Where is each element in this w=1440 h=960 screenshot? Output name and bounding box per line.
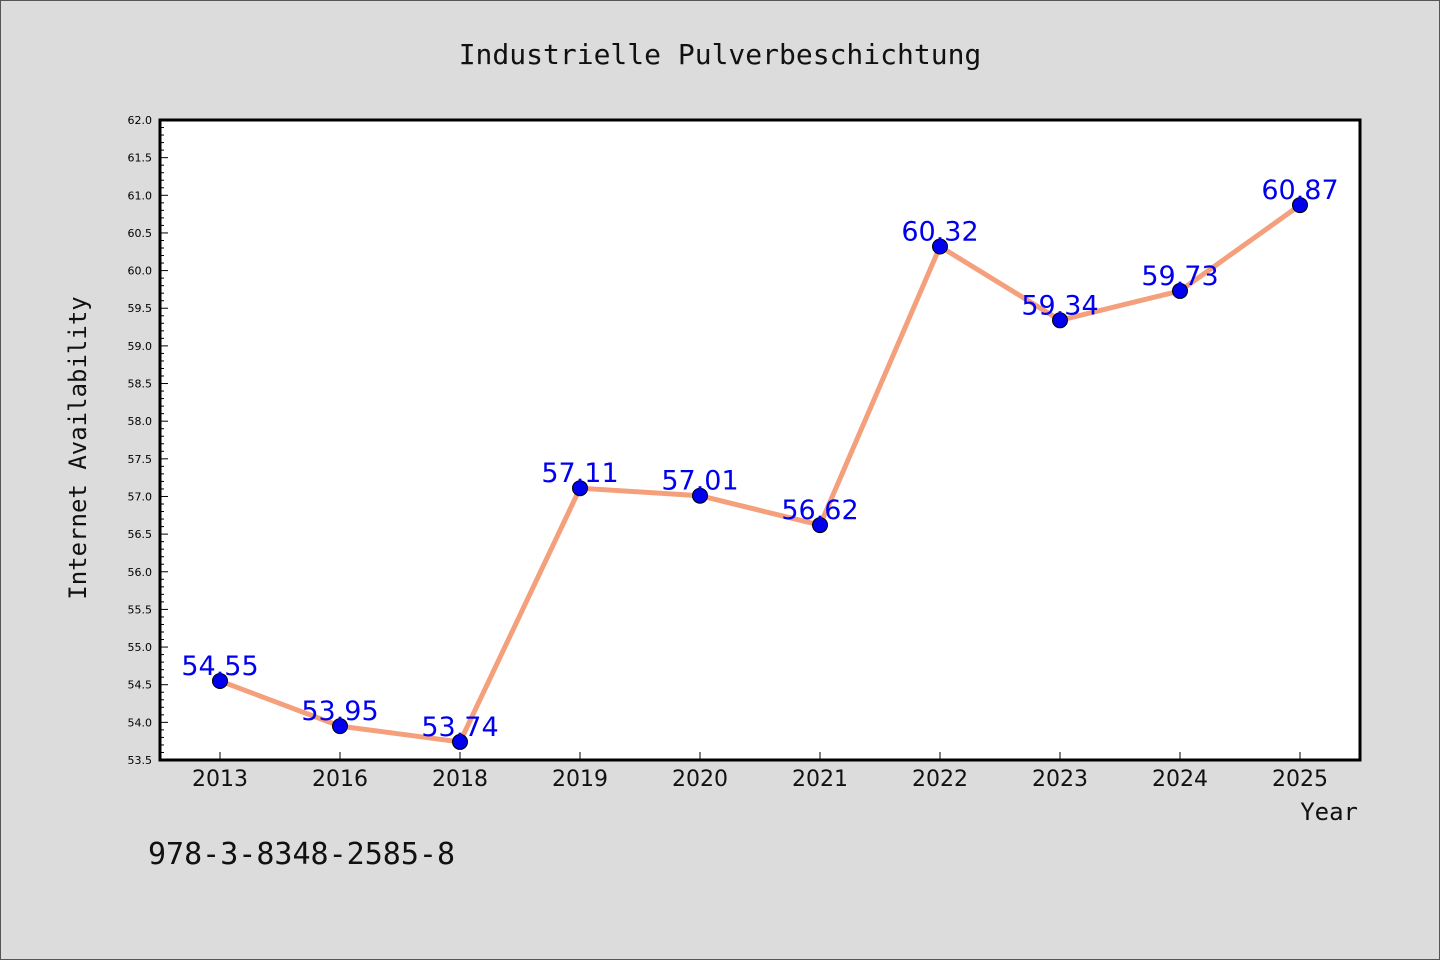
data-label: 59.73 xyxy=(1141,261,1218,292)
data-point xyxy=(812,517,828,534)
data-label: 57.01 xyxy=(661,466,738,497)
data-label: 60.87 xyxy=(1261,175,1338,206)
series-line xyxy=(219,203,1302,745)
chart-title: Industrielle Pulverbeschichtung xyxy=(459,38,982,71)
x-tick-label: 2023 xyxy=(1032,767,1088,792)
data-label: 60.32 xyxy=(901,216,978,247)
y-tick-label: 56.5 xyxy=(128,528,153,541)
x-axis-label: Year xyxy=(1300,798,1358,826)
y-axis-label: Internet Availability xyxy=(64,296,92,599)
y-tick-label: 58.5 xyxy=(128,378,153,391)
y-tick-label: 60.5 xyxy=(128,227,153,240)
plot-area xyxy=(160,120,1360,760)
y-tick-label: 62.0 xyxy=(128,114,153,127)
x-tick-label: 2024 xyxy=(1152,767,1208,792)
y-tick-label: 57.5 xyxy=(128,453,153,466)
data-point xyxy=(332,718,348,735)
data-point xyxy=(1172,282,1188,299)
y-tick-label: 59.0 xyxy=(128,340,153,353)
x-tick-label: 2021 xyxy=(792,767,848,792)
data-label: 53.74 xyxy=(421,712,498,743)
data-point xyxy=(1292,197,1308,214)
data-labels-layer: 54.55 53.95 53.74 57.11 57.01 56.62 60.32 59.34… xyxy=(181,175,1338,743)
data-point xyxy=(572,480,588,497)
data-label: 56.62 xyxy=(781,495,858,526)
data-point xyxy=(212,672,228,689)
y-tick-label: 56.0 xyxy=(128,566,153,579)
plot-frame xyxy=(158,118,1362,762)
data-label: 59.34 xyxy=(1021,290,1098,321)
x-tick-label: 2025 xyxy=(1272,767,1328,792)
y-tick-label: 54.0 xyxy=(128,716,153,729)
data-point xyxy=(692,487,708,504)
data-label: 54.55 xyxy=(181,651,258,682)
data-point xyxy=(452,733,468,750)
x-tick-label: 2022 xyxy=(912,767,968,792)
x-tick-label: 2020 xyxy=(672,767,728,792)
y-tick-label: 53.5 xyxy=(128,754,153,767)
y-tick-label: 55.5 xyxy=(128,603,153,616)
y-tick-label: 58.0 xyxy=(128,415,153,428)
y-axis-ticks: 53.5 54.0 54.5 55.0 55.5 56.0 56.5 57.0 57.5 58.0… xyxy=(128,114,168,767)
data-label: 53.95 xyxy=(301,696,378,727)
y-tick-label: 54.5 xyxy=(128,679,153,692)
data-label: 57.11 xyxy=(541,458,618,489)
x-tick-label: 2019 xyxy=(552,767,608,792)
y-tick-label: 55.0 xyxy=(128,641,153,654)
y-tick-label: 60.0 xyxy=(128,265,153,278)
y-tick-label: 61.5 xyxy=(128,152,153,165)
y-tick-label: 61.0 xyxy=(128,189,153,202)
series-layer xyxy=(212,197,1308,750)
x-axis-ticks: 2013 2016 2018 2019 2020 2021 2022 2023 2024 2025 xyxy=(192,752,1328,792)
x-tick-label: 2018 xyxy=(432,767,488,792)
x-tick-label: 2016 xyxy=(312,767,368,792)
data-point xyxy=(1052,312,1068,329)
data-point xyxy=(932,238,948,255)
y-tick-label: 57.0 xyxy=(128,490,153,503)
isbn-text: 978-3-8348-2585-8 xyxy=(148,837,455,872)
x-tick-label: 2013 xyxy=(192,767,248,792)
y-tick-label: 59.5 xyxy=(128,302,153,315)
